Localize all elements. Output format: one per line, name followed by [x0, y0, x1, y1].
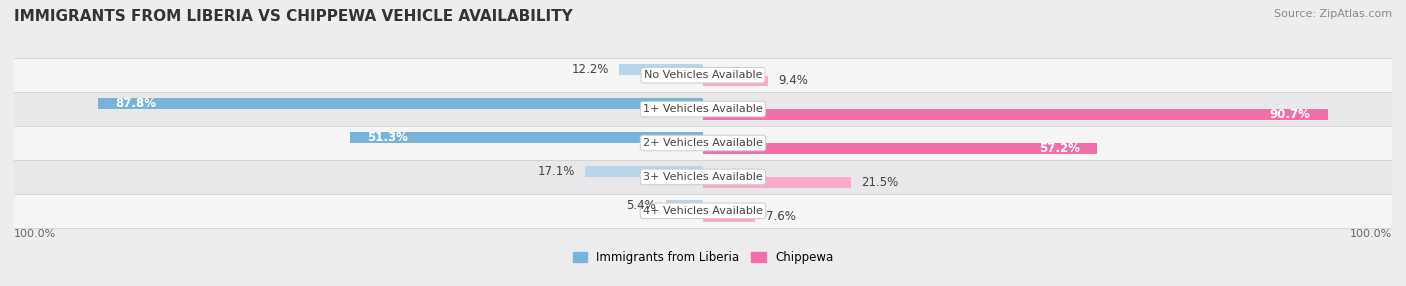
Text: 57.2%: 57.2% [1039, 142, 1080, 155]
Bar [703, 177, 851, 188]
Text: 7.6%: 7.6% [766, 210, 796, 223]
Bar [14, 92, 1392, 126]
Bar [703, 211, 755, 222]
Bar [619, 64, 703, 75]
Text: 87.8%: 87.8% [115, 97, 156, 110]
Text: 51.3%: 51.3% [367, 131, 408, 144]
Bar [14, 160, 1392, 194]
Text: 9.4%: 9.4% [778, 74, 808, 87]
Text: 5.4%: 5.4% [626, 199, 655, 212]
Bar [666, 200, 703, 210]
Text: 90.7%: 90.7% [1270, 108, 1310, 121]
Bar [703, 110, 1327, 120]
Bar [14, 194, 1392, 228]
Text: 3+ Vehicles Available: 3+ Vehicles Available [643, 172, 763, 182]
Text: Source: ZipAtlas.com: Source: ZipAtlas.com [1274, 9, 1392, 19]
Legend: Immigrants from Liberia, Chippewa: Immigrants from Liberia, Chippewa [568, 247, 838, 269]
Text: 1+ Vehicles Available: 1+ Vehicles Available [643, 104, 763, 114]
Bar [14, 58, 1392, 92]
Text: 100.0%: 100.0% [1350, 229, 1392, 239]
Text: 4+ Vehicles Available: 4+ Vehicles Available [643, 206, 763, 216]
Text: IMMIGRANTS FROM LIBERIA VS CHIPPEWA VEHICLE AVAILABILITY: IMMIGRANTS FROM LIBERIA VS CHIPPEWA VEHI… [14, 9, 572, 23]
Bar [703, 143, 1097, 154]
Text: 100.0%: 100.0% [14, 229, 56, 239]
Bar [98, 98, 703, 109]
Text: 17.1%: 17.1% [537, 165, 575, 178]
Text: No Vehicles Available: No Vehicles Available [644, 70, 762, 80]
Bar [14, 126, 1392, 160]
Bar [350, 132, 703, 143]
Bar [585, 166, 703, 176]
Text: 21.5%: 21.5% [862, 176, 898, 189]
Bar [703, 76, 768, 86]
Text: 2+ Vehicles Available: 2+ Vehicles Available [643, 138, 763, 148]
Text: 12.2%: 12.2% [571, 63, 609, 76]
